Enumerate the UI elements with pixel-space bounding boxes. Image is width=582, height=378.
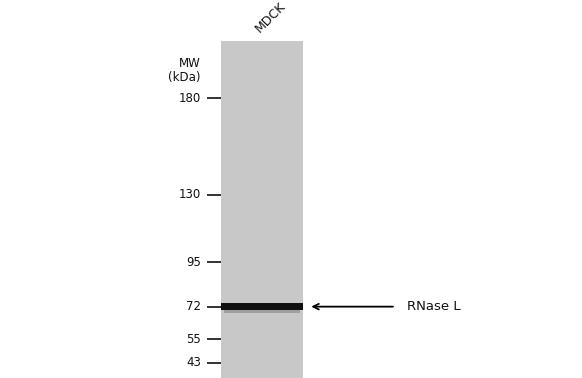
Text: MW: MW <box>179 57 201 70</box>
Text: 95: 95 <box>186 256 201 269</box>
Text: 180: 180 <box>179 92 201 105</box>
Bar <box>221 303 303 310</box>
Bar <box>221 40 303 378</box>
Text: RNase L: RNase L <box>407 300 461 313</box>
Text: MDCK: MDCK <box>253 0 288 35</box>
Text: 72: 72 <box>186 300 201 313</box>
Text: 43: 43 <box>186 356 201 369</box>
Bar <box>224 310 300 313</box>
Text: 130: 130 <box>179 188 201 201</box>
Text: (kDa): (kDa) <box>168 71 201 84</box>
Text: 55: 55 <box>186 333 201 346</box>
